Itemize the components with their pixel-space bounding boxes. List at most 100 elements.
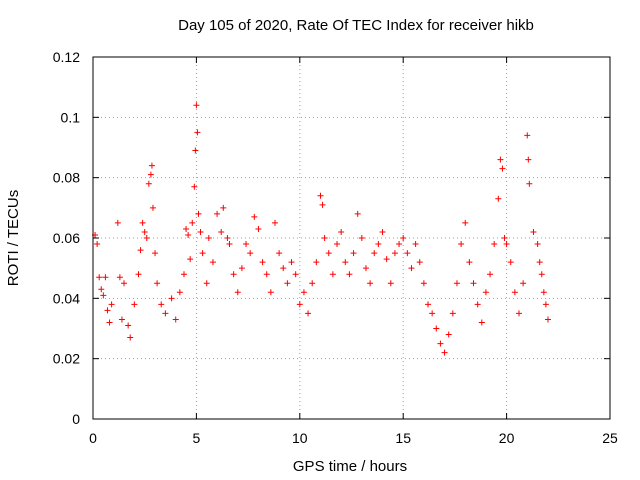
data-point xyxy=(284,280,291,287)
y-tick-label: 0 xyxy=(72,411,80,427)
data-point xyxy=(187,256,194,263)
data-point xyxy=(379,228,386,235)
data-point xyxy=(358,235,365,241)
data-point xyxy=(145,180,152,187)
data-point xyxy=(400,235,407,241)
data-point xyxy=(445,331,452,338)
data-point xyxy=(416,259,423,266)
axis-ticks xyxy=(92,56,611,420)
data-point xyxy=(180,271,187,278)
data-point xyxy=(288,259,295,266)
x-tick-label: 20 xyxy=(499,430,515,446)
data-point xyxy=(309,280,316,287)
data-point xyxy=(199,250,206,257)
data-point xyxy=(534,241,541,248)
data-point xyxy=(141,228,148,235)
data-point xyxy=(536,259,543,266)
data-point xyxy=(104,307,111,314)
data-point xyxy=(391,250,398,257)
data-point xyxy=(214,210,221,217)
data-point xyxy=(491,241,498,248)
data-point xyxy=(412,241,419,248)
data-point xyxy=(125,322,132,329)
x-tick-label: 25 xyxy=(602,430,618,446)
data-point xyxy=(334,241,341,248)
data-point xyxy=(387,280,394,287)
data-point xyxy=(526,180,533,187)
data-point xyxy=(362,265,369,272)
data-point xyxy=(346,271,353,278)
data-point xyxy=(437,340,444,347)
data-point xyxy=(321,235,328,241)
data-point xyxy=(466,259,473,266)
data-point xyxy=(255,225,262,232)
data-point xyxy=(121,280,128,287)
data-point xyxy=(516,310,523,317)
data-point xyxy=(98,286,105,293)
data-point xyxy=(247,250,254,257)
data-point xyxy=(478,319,485,326)
data-point xyxy=(127,334,134,341)
y-tick-labels: 0 0.02 0.04 0.06 0.08 0.1 0.12 xyxy=(53,49,80,427)
data-point xyxy=(487,271,494,278)
data-point xyxy=(100,292,107,299)
data-point xyxy=(152,250,159,257)
data-point xyxy=(276,250,283,257)
data-point xyxy=(404,250,411,257)
data-point xyxy=(189,219,196,226)
data-point xyxy=(230,271,237,278)
data-point xyxy=(143,235,150,241)
data-point xyxy=(425,301,432,308)
data-point xyxy=(325,250,332,257)
data-point xyxy=(267,289,274,296)
data-point xyxy=(193,102,200,109)
data-point xyxy=(408,265,415,272)
data-point xyxy=(118,316,125,323)
data-point xyxy=(350,250,357,257)
x-tick-label: 5 xyxy=(193,430,201,446)
data-point xyxy=(147,171,154,178)
y-tick-label: 0.12 xyxy=(53,49,80,65)
data-point xyxy=(192,147,199,154)
data-point xyxy=(94,241,101,248)
data-point xyxy=(172,316,179,323)
data-point xyxy=(185,231,192,238)
data-point xyxy=(154,280,161,287)
x-axis-label: GPS time / hours xyxy=(293,458,407,475)
data-point xyxy=(317,192,324,199)
chart-title: Day 105 of 2020, Rate Of TEC Index for r… xyxy=(178,17,534,34)
x-tick-label: 10 xyxy=(292,430,308,446)
data-point xyxy=(319,201,326,208)
data-point xyxy=(542,301,549,308)
data-point xyxy=(203,280,210,287)
data-point xyxy=(131,301,138,308)
data-point xyxy=(191,183,198,190)
data-point xyxy=(305,310,312,317)
data-point xyxy=(205,235,212,241)
data-point xyxy=(139,219,146,226)
data-point xyxy=(296,301,303,308)
data-point xyxy=(168,295,175,302)
data-point xyxy=(300,289,307,296)
y-tick-label: 0.08 xyxy=(53,170,80,186)
data-point xyxy=(495,195,502,202)
data-point xyxy=(470,280,477,287)
data-point xyxy=(218,228,225,235)
data-point xyxy=(474,301,481,308)
data-point xyxy=(114,219,121,226)
data-point xyxy=(96,274,103,281)
y-tick-label: 0.02 xyxy=(53,351,80,367)
data-point xyxy=(106,319,113,326)
data-point xyxy=(338,228,345,235)
data-point xyxy=(497,156,504,163)
data-point xyxy=(238,265,245,272)
data-point xyxy=(540,289,547,296)
data-point xyxy=(197,228,204,235)
data-point xyxy=(280,265,287,272)
data-point xyxy=(544,316,551,323)
data-point xyxy=(375,241,382,248)
data-point xyxy=(354,210,361,217)
data-point xyxy=(462,219,469,226)
